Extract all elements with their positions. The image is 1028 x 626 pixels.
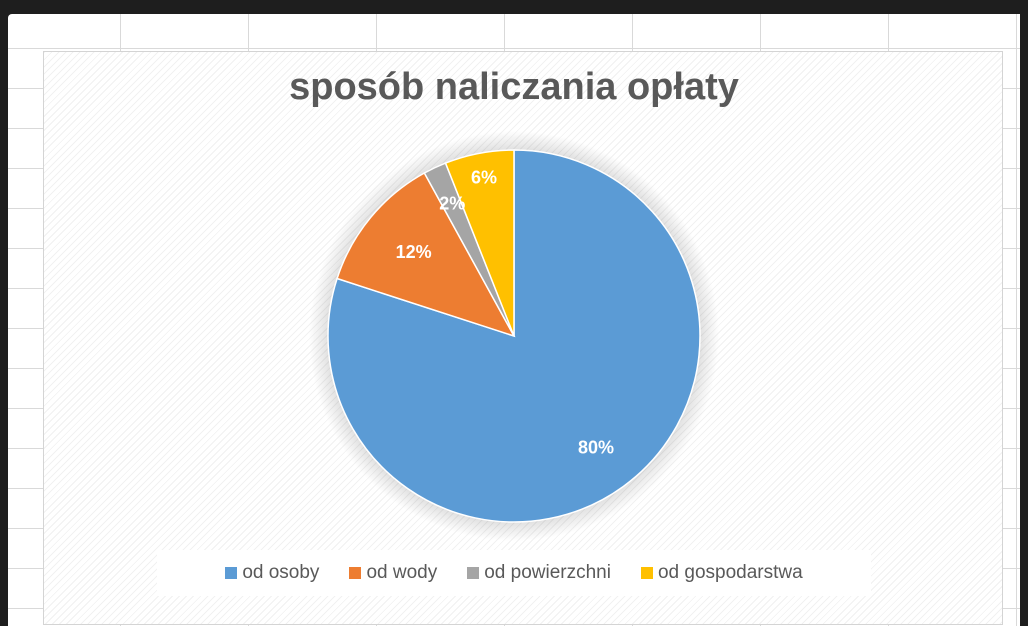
- data-label-od-powierzchni: 2%: [439, 193, 465, 213]
- legend-item-od-gospodarstwa: od gospodarstwa: [640, 562, 803, 584]
- data-label-od-wody: 12%: [396, 242, 432, 262]
- legend-label: od wody: [366, 562, 438, 583]
- legend-label: od gospodarstwa: [657, 562, 803, 583]
- legend-item-od-wody: od wody: [349, 562, 437, 584]
- chart-title: sposób naliczania opłaty: [289, 66, 739, 108]
- chart-legend: od osoby od wody od powierzchni od gospo…: [157, 550, 871, 596]
- legend-label: od powierzchni: [484, 562, 611, 583]
- data-label-od-osoby: 80%: [578, 438, 614, 458]
- legend-item-od-powierzchni: od powierzchni: [467, 562, 611, 584]
- legend-swatch: [225, 567, 238, 579]
- data-label-od-gospodarstwa: 6%: [471, 168, 497, 188]
- pie-slice-od-gospodarstwa[interactable]: [444, 149, 515, 337]
- legend-swatch: [467, 567, 480, 579]
- legend-swatch: [640, 567, 653, 579]
- legend-item-od-osoby: od osoby: [225, 562, 319, 584]
- legend-label: od osoby: [242, 562, 320, 583]
- legend-swatch: [349, 567, 362, 579]
- pie-slice-od-wody[interactable]: [336, 171, 516, 338]
